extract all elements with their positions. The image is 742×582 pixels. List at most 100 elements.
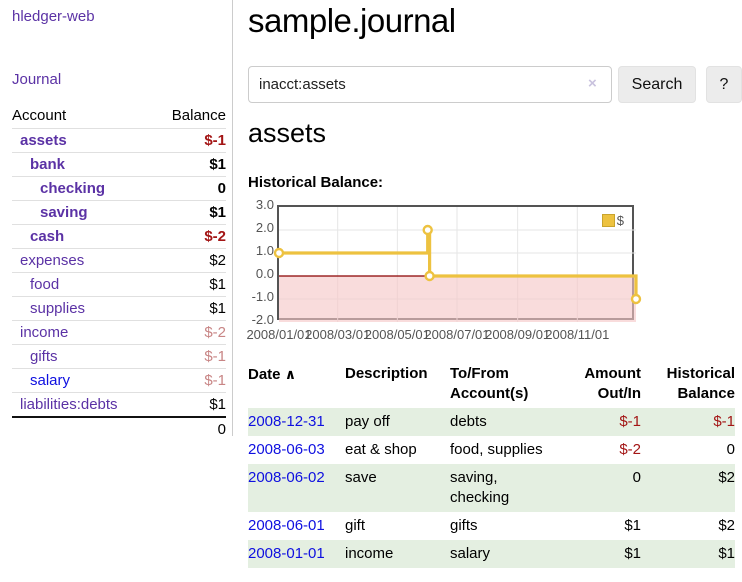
x-tick-label: 2008/11/01 [545,327,610,342]
x-tick-label: 2008/05/01 [364,327,430,342]
accounts-total-value: 0 [217,421,226,438]
account-row-cash: cash $-2 [12,224,226,248]
account-link-bank[interactable]: bank [30,156,66,173]
account-balance: $1 [209,204,226,221]
account-balance: $-2 [204,324,226,341]
col-header-description: Description [345,365,428,382]
col-header-historical-balance: Historical Balance [666,365,735,402]
transaction-description: pay off [345,413,390,430]
chart-legend: $ [599,212,626,229]
accounts-tree: Account Balance assets $-1 bank $1 check… [12,104,226,440]
col-header-tofrom: To/From Account(s) [450,365,529,402]
account-link-expenses[interactable]: expenses [20,252,85,269]
account-link-supplies[interactable]: supplies [30,300,86,317]
account-balance: $1 [209,156,226,173]
brand-link[interactable]: hledger-web [12,8,95,25]
account-row-gifts: gifts $-1 [12,344,226,368]
account-balance: $2 [209,252,226,269]
transaction-date-link[interactable]: 2008-12-31 [248,413,325,430]
register-header-row: Date ∧ Description To/From Account(s) Amo… [248,360,735,408]
account-balance: $1 [209,396,226,413]
transaction-tofrom: salary [450,545,491,562]
transaction-date-link[interactable]: 2008-06-03 [248,441,325,458]
account-row-liabilities-debts: liabilities:debts $1 [12,392,226,416]
account-link-salary[interactable]: salary [30,372,71,389]
transaction-date-link[interactable]: 2008-06-02 [248,469,325,486]
account-link-saving[interactable]: saving [40,204,88,221]
chart-plot-area: $ [273,205,642,322]
accounts-total-row: 0 [12,416,226,440]
account-link-food[interactable]: food [30,276,60,293]
sidebar: hledger-web Journal Account Balance asse… [0,0,232,582]
account-balance: $-1 [204,348,226,365]
account-link-cash[interactable]: cash [30,228,65,245]
transaction-date-link[interactable]: 2008-06-01 [248,517,325,534]
col-header-date[interactable]: Date ∧ [248,366,297,383]
transaction-amount: $1 [624,517,641,534]
account-link-gifts[interactable]: gifts [30,348,58,365]
search-input[interactable] [248,66,612,103]
transaction-amount: $-1 [619,413,641,430]
account-row-expenses: expenses $2 [12,248,226,272]
sidebar-divider [232,0,233,436]
y-tick-label: 1.0 [255,243,274,258]
account-link-liabilities-debts[interactable]: liabilities:debts [20,396,118,413]
account-row-assets: assets $-1 [12,128,226,152]
transaction-amount: 0 [632,469,641,486]
transaction-amount: $-2 [619,441,641,458]
transaction-description: income [345,545,394,562]
transaction-tofrom: debts [450,413,487,430]
transaction-balance: $-1 [713,413,735,430]
sidebar-item-journal[interactable]: Journal [12,71,62,88]
y-tick-label: -1.0 [251,289,274,304]
clear-search-icon[interactable]: × [588,75,597,92]
transaction-description: eat & shop [345,441,417,458]
account-row-food: food $1 [12,272,226,296]
register-table: Date ∧ Description To/From Account(s) Amo… [248,360,735,568]
x-tick-label: 2008/03/01 [305,327,371,342]
x-tick-label: 2008/01/01 [246,327,312,342]
col-header-amount: Amount Out/In [584,365,641,402]
account-link-income[interactable]: income [20,324,69,341]
y-tick-label: -2.0 [251,312,274,327]
account-balance: 0 [217,180,226,197]
transaction-tofrom: saving, checking [450,469,510,506]
transaction-description: save [345,469,377,486]
transaction-tofrom: food, supplies [450,441,543,458]
account-row-bank: bank $1 [12,152,226,176]
historical-balance-chart: 3.0 2.0 1.0 0.0 -1.0 -2.0 $ 2008/01/01 2008/03… [246,197,742,348]
transaction-date-link[interactable]: 2008-01-01 [248,545,325,562]
accounts-header-row: Account Balance [12,104,226,128]
transaction-balance: 0 [726,441,735,458]
search-button[interactable]: Search [618,66,696,103]
y-tick-label: 0.0 [255,266,274,281]
y-tick-label: 3.0 [255,197,274,212]
table-row[interactable]: 2008-06-02 save saving, checking 0 $2 [248,464,735,512]
account-balance: $1 [209,300,226,317]
chart-svg [273,207,642,322]
y-tick-label: 2.0 [255,220,274,235]
main-content: sample.journal × Search ? assets Histori… [246,0,742,582]
account-row-saving: saving $1 [12,200,226,224]
chart-title: Historical Balance: [248,174,384,191]
accounts-header-account: Account [12,107,67,124]
search-bar: × Search ? [248,66,742,103]
account-row-checking: checking 0 [12,176,226,200]
legend-label: $ [616,213,624,228]
account-link-assets[interactable]: assets [20,132,67,149]
transaction-tofrom: gifts [450,517,478,534]
sort-asc-icon: ∧ [284,366,297,382]
account-balance: $-2 [204,228,226,245]
table-row[interactable]: 2008-06-01 gift gifts $1 $2 [248,512,735,540]
account-balance: $1 [209,276,226,293]
account-balance: $-1 [204,132,226,149]
page-title: sample.journal [248,2,456,39]
help-button[interactable]: ? [706,66,742,103]
table-row[interactable]: 2008-12-31 pay off debts $-1 $-1 [248,408,735,436]
account-row-income: income $-2 [12,320,226,344]
account-balance: $-1 [204,372,226,389]
transaction-balance: $1 [718,545,735,562]
table-row[interactable]: 2008-01-01 income salary $1 $1 [248,540,735,568]
account-link-checking[interactable]: checking [40,180,106,197]
table-row[interactable]: 2008-06-03 eat & shop food, supplies $-2… [248,436,735,464]
